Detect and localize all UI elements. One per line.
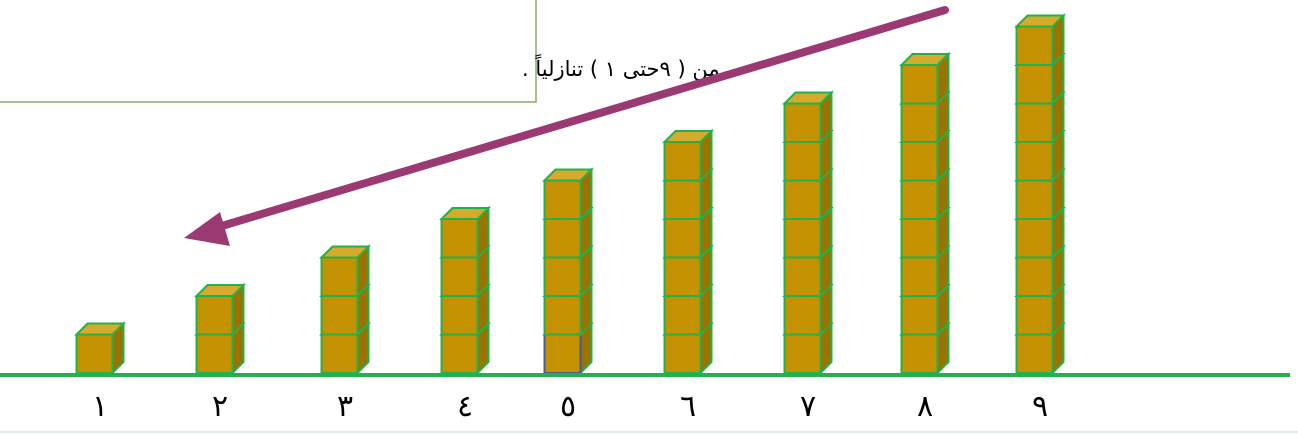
cube (899, 51, 951, 106)
cube-stack (542, 167, 594, 376)
cube-front (900, 218, 939, 259)
cube-front (75, 333, 114, 374)
cube-front (783, 333, 822, 374)
column-label: ٣ (337, 389, 353, 424)
cube-front (440, 256, 479, 297)
cube-front (440, 295, 479, 336)
cube-front (783, 179, 822, 220)
cube-front (900, 64, 939, 105)
cube (542, 167, 594, 222)
cube-front (1015, 218, 1054, 259)
cube-front (320, 256, 359, 297)
cube (662, 128, 714, 183)
cube-front (320, 295, 359, 336)
cube-front (663, 141, 702, 182)
cube-front (1015, 295, 1054, 336)
column-label: ٧ (800, 389, 816, 424)
cube (782, 90, 834, 145)
cube-stack (439, 205, 491, 376)
note-box (0, 0, 537, 103)
cube-front (663, 333, 702, 374)
cube-stack (662, 128, 714, 376)
cube-stack (782, 90, 834, 376)
cube (1014, 13, 1066, 68)
cube-columns (74, 13, 1066, 376)
cube-front (900, 295, 939, 336)
column-labels: ١ ٢ ٣ ٤ ٥ ٦ ٧ ٨ ٩ (92, 389, 1048, 424)
cube-stack (899, 51, 951, 376)
cube-front (1015, 179, 1054, 220)
cube-front (900, 333, 939, 374)
cube-front (543, 218, 582, 259)
arrow-head (184, 212, 230, 246)
cube-front (1015, 102, 1054, 143)
cube-front (783, 256, 822, 297)
column-label: ٨ (917, 389, 933, 424)
cube-front (440, 333, 479, 374)
cube-front (195, 295, 234, 336)
cube-front (663, 218, 702, 259)
cube-front (543, 295, 582, 336)
cube-front (320, 333, 359, 374)
cube-front (543, 333, 582, 374)
cube (194, 282, 246, 337)
cube-front (1015, 64, 1054, 105)
cube-front (783, 218, 822, 259)
cube (319, 244, 371, 299)
cube-front (783, 102, 822, 143)
cube-front (900, 179, 939, 220)
column-label: ٥ (560, 389, 576, 424)
cube-front (783, 295, 822, 336)
cube-front (1015, 256, 1054, 297)
column-label: ١ (92, 389, 108, 424)
arrow-shaft (211, 6, 949, 232)
cube (319, 321, 371, 376)
cube (74, 321, 126, 376)
column-label: ٦ (680, 389, 696, 424)
cube-front (663, 179, 702, 220)
cube-front (195, 333, 234, 374)
arrow (184, 6, 949, 246)
cube-front (1015, 333, 1054, 374)
cube-front (1015, 25, 1054, 66)
column-label: ٤ (457, 389, 473, 424)
cube-front (900, 141, 939, 182)
cube-front (543, 179, 582, 220)
cube-stack (194, 282, 246, 376)
cube-stack (74, 321, 126, 376)
column-label: ٢ (212, 389, 228, 424)
cube-front (543, 256, 582, 297)
column-label: ٩ (1032, 389, 1048, 424)
cube-front (663, 295, 702, 336)
cube-front (900, 256, 939, 297)
cube-front (783, 141, 822, 182)
cube (439, 205, 491, 260)
cube-front (663, 256, 702, 297)
cube-front (440, 218, 479, 259)
cube-stack (319, 244, 371, 376)
cube-front (1015, 141, 1054, 182)
note-text: من ( ٩حتى ١ ) تنازلياً . (522, 53, 720, 81)
cube-stack (1014, 13, 1066, 376)
cube-front (900, 102, 939, 143)
